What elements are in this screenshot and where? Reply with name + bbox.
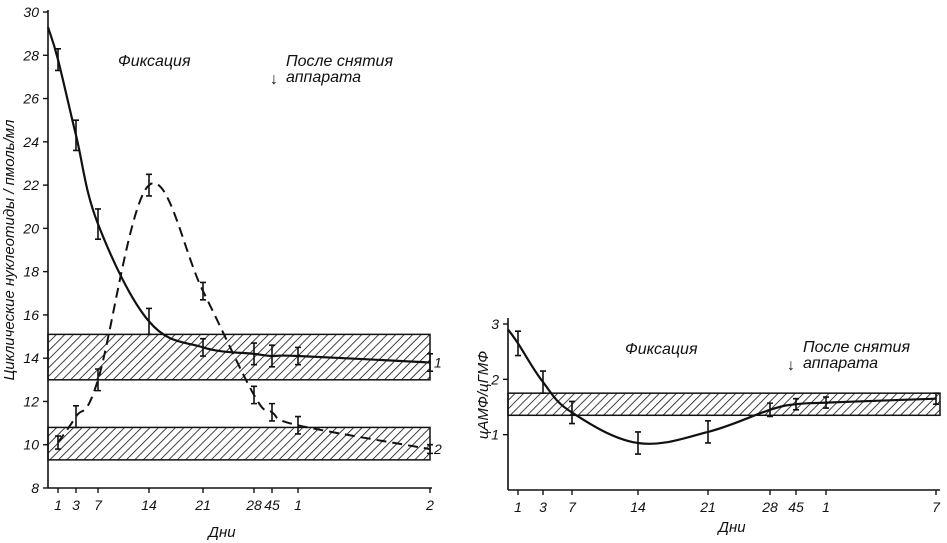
x-tick-label: 14 xyxy=(630,499,646,515)
data-point-errorbar xyxy=(251,385,257,405)
data-point-errorbar xyxy=(933,392,939,406)
x-tick-label: 21 xyxy=(699,499,716,515)
x-tick-label: 28 xyxy=(245,497,262,513)
left-after-label-line2: аппарата xyxy=(286,69,361,86)
left-bands xyxy=(47,333,431,461)
left-series: 12 xyxy=(46,26,442,457)
x-tick-label: 7 xyxy=(932,499,941,515)
data-point-errorbar xyxy=(515,330,521,357)
left-phase-label: Фиксация xyxy=(118,53,191,70)
y-tick-label: 8 xyxy=(31,480,39,496)
right-chart: 1 2 3 1 3 7 14 21 28 45 1 7 цАМФ/цГМФ Дни Фиксация… xyxy=(475,316,941,536)
y-tick-label: 2 xyxy=(490,371,499,387)
data-point-errorbar xyxy=(427,353,433,372)
data-point-errorbar xyxy=(200,337,206,357)
data-point-errorbar xyxy=(73,404,79,429)
data-point-errorbar xyxy=(55,47,61,72)
x-tick-label: 21 xyxy=(194,497,211,513)
data-point-errorbar xyxy=(146,307,152,336)
data-point-errorbar xyxy=(295,346,301,366)
left-arrow-icon: ↓ xyxy=(270,71,278,88)
y-tick-label: 26 xyxy=(22,91,39,107)
y-tick-label: 1 xyxy=(491,427,499,443)
x-tick-label: 1 xyxy=(54,497,62,513)
y-tick-label: 22 xyxy=(22,177,39,193)
x-tick-label: 3 xyxy=(539,499,547,515)
data-point-errorbar xyxy=(823,396,829,409)
x-tick-label: 7 xyxy=(94,497,103,513)
x-tick-label: 14 xyxy=(141,497,157,513)
data-point-errorbar xyxy=(251,342,257,366)
y-tick-label: 18 xyxy=(23,264,39,280)
x-tick-label: 45 xyxy=(264,497,280,513)
series-line-цАМФ/цГМФ xyxy=(507,328,937,445)
data-point-errorbar xyxy=(200,281,206,301)
data-point-errorbar xyxy=(95,368,101,392)
right-series xyxy=(507,328,939,455)
x-tick-label: 28 xyxy=(761,499,778,515)
y-tick-label: 28 xyxy=(22,47,39,63)
left-y-axis-title: Циклические нуклеотиды / пмоль/мл xyxy=(1,119,18,381)
x-tick-label: 3 xyxy=(72,497,80,513)
data-point-errorbar xyxy=(269,402,275,422)
left-y-ticks: 8 10 12 14 16 18 20 22 24 26 28 30 xyxy=(22,4,48,496)
x-tick-label: 1 xyxy=(822,499,830,515)
series-end-label: 1 xyxy=(434,355,442,371)
right-y-ticks: 1 2 3 xyxy=(490,316,508,443)
y-tick-label: 10 xyxy=(23,437,39,453)
data-point-errorbar xyxy=(269,344,275,368)
y-tick-label: 16 xyxy=(23,307,39,323)
normal-range-band-1 xyxy=(47,333,431,381)
data-point-errorbar xyxy=(635,431,641,455)
series-line-2 xyxy=(57,182,431,451)
series-end-label: 2 xyxy=(433,441,442,457)
left-after-label-line1: После снятия xyxy=(286,53,393,70)
data-point-errorbar xyxy=(95,208,101,240)
x-tick-label: 1 xyxy=(514,499,522,515)
right-x-axis-title: Дни xyxy=(716,519,746,536)
series-line-1 xyxy=(46,26,431,364)
right-x-ticks: 1 3 7 14 21 28 45 1 7 xyxy=(514,490,941,515)
y-tick-label: 20 xyxy=(22,220,39,236)
x-tick-label: 45 xyxy=(788,499,804,515)
right-arrow-icon: ↓ xyxy=(787,357,795,374)
data-point-errorbar xyxy=(793,397,799,411)
y-tick-label: 14 xyxy=(23,350,39,366)
data-point-errorbar xyxy=(427,443,433,455)
right-y-axis-title: цАМФ/цГМФ xyxy=(475,351,492,439)
y-tick-label: 24 xyxy=(22,134,39,150)
right-phase-label: Фиксация xyxy=(625,341,698,358)
data-point-errorbar xyxy=(767,402,773,418)
data-point-errorbar xyxy=(705,420,711,444)
left-x-ticks: 1 3 7 14 21 28 45 1 2 xyxy=(54,488,434,513)
left-x-axis-title: Дни xyxy=(206,524,236,541)
y-tick-label: 30 xyxy=(23,4,39,20)
y-tick-label: 12 xyxy=(23,393,39,409)
normal-range-band-2 xyxy=(47,426,431,461)
data-point-errorbar xyxy=(55,435,61,450)
data-point-errorbar xyxy=(146,173,152,197)
x-tick-label: 2 xyxy=(425,497,434,513)
x-tick-label: 7 xyxy=(568,499,577,515)
data-point-errorbar xyxy=(540,370,546,394)
data-point-errorbar xyxy=(295,415,301,435)
right-after-label-line2: аппарата xyxy=(803,355,878,372)
data-point-errorbar xyxy=(569,400,575,425)
y-tick-label: 3 xyxy=(491,316,499,332)
data-point-errorbar xyxy=(73,119,79,152)
x-tick-label: 1 xyxy=(294,497,302,513)
right-after-label-line1: После снятия xyxy=(803,339,910,356)
